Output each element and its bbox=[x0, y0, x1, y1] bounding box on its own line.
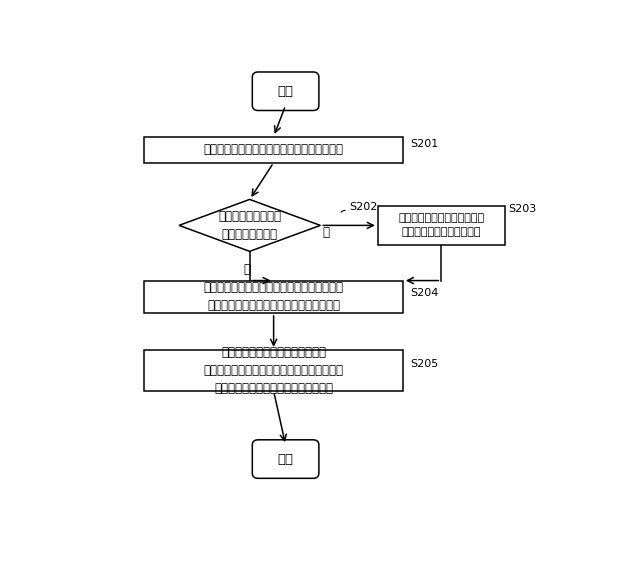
Text: S203: S203 bbox=[509, 205, 536, 214]
Bar bbox=[145, 280, 403, 313]
Text: S204: S204 bbox=[410, 288, 439, 298]
FancyBboxPatch shape bbox=[252, 72, 319, 111]
Text: 否: 否 bbox=[323, 226, 330, 239]
Text: 音量分贝值是否超过
预先设置的阈値？: 音量分贝值是否超过 预先设置的阈値？ bbox=[218, 210, 281, 241]
Bar bbox=[145, 137, 403, 162]
Polygon shape bbox=[179, 200, 320, 251]
Text: 获取周边环境中电子设备所发出的音量分贝值: 获取周边环境中电子设备所发出的音量分贝值 bbox=[203, 143, 344, 156]
Bar bbox=[378, 206, 505, 245]
Text: S201: S201 bbox=[410, 139, 438, 149]
Text: 提示移动终端用户是否手动向
电子设备发送音量控制信号: 提示移动终端用户是否手动向 电子设备发送音量控制信号 bbox=[398, 214, 485, 237]
Text: 结束: 结束 bbox=[277, 452, 294, 465]
Text: 通过无线传输方式向电子设备发送音量控制信
号以使电子设备根据音量控制信号调整音量: 通过无线传输方式向电子设备发送音量控制信 号以使电子设备根据音量控制信号调整音量 bbox=[203, 282, 344, 312]
Text: 开始: 开始 bbox=[277, 85, 294, 98]
Bar bbox=[145, 350, 403, 391]
FancyBboxPatch shape bbox=[252, 440, 319, 478]
Text: 通过无线传输方式向电子设备发送
音量恢复信号以使电子设备根据音量恢复信号
将音量调整至音量分贝值对应的音量值: 通过无线传输方式向电子设备发送 音量恢复信号以使电子设备根据音量恢复信号 将音量… bbox=[203, 346, 344, 395]
Text: S202: S202 bbox=[349, 202, 378, 212]
Text: 是: 是 bbox=[243, 263, 251, 276]
Text: S205: S205 bbox=[410, 359, 438, 369]
